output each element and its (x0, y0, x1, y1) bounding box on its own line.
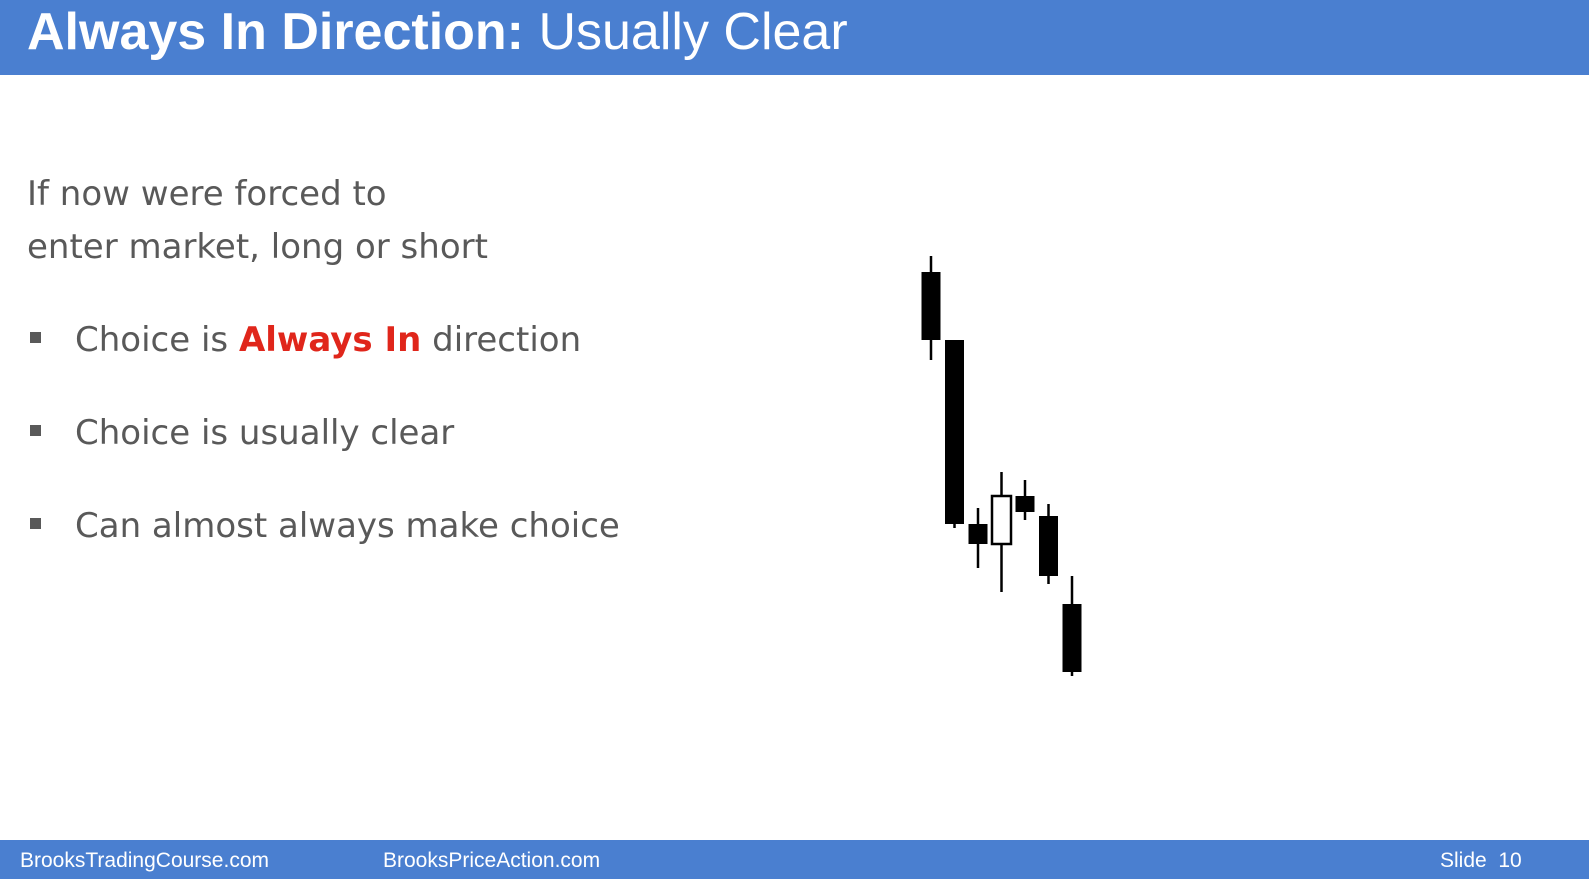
square-bullet-icon (30, 332, 41, 343)
candle-body (968, 524, 988, 544)
footer-site-price-action: BrooksPriceAction.com (383, 849, 601, 872)
title-rest: Usually Clear (538, 3, 848, 61)
slide-number: Slide 10 (1440, 849, 1522, 873)
candle-2 (945, 340, 964, 528)
candle-4 (990, 472, 1013, 592)
candle-body (1015, 496, 1035, 512)
candle-body (921, 272, 941, 340)
intro-line-2: enter market, long or short (27, 227, 488, 267)
title-bold: Always In Direction: (27, 3, 524, 61)
candle-body (1039, 516, 1058, 576)
candle-body (945, 340, 964, 524)
candle-6 (1039, 504, 1058, 584)
intro-text: If now were forced to enter market, long… (27, 168, 488, 274)
bullet-1-after: direction (432, 320, 582, 360)
candle-1 (921, 256, 941, 360)
bullet-make-choice: Can almost always make choice (30, 506, 620, 546)
bullet-usually-clear: Choice is usually clear (30, 413, 454, 453)
bullet-1-before: Choice is (75, 320, 229, 360)
candle-body (1062, 604, 1082, 672)
slide-label: Slide (1440, 849, 1487, 872)
slide-title: Always In Direction: Usually Clear (27, 2, 848, 62)
footer-bar (0, 840, 1589, 879)
slide-number-value: 10 (1498, 849, 1522, 872)
candle-7 (1062, 576, 1082, 676)
bullet-2-text: Choice is usually clear (75, 413, 455, 453)
candle-5 (1015, 480, 1035, 520)
bullet-always-in: Choice is Always In direction (30, 320, 581, 360)
footer-site-trading-course: BrooksTradingCourse.com (20, 849, 269, 872)
square-bullet-icon (30, 425, 41, 436)
square-bullet-icon (30, 518, 41, 529)
candle-body (990, 494, 1013, 546)
always-in-highlight: Always In (238, 320, 422, 360)
candle-3 (968, 508, 988, 568)
bullet-3-text: Can almost always make choice (75, 506, 620, 546)
intro-line-1: If now were forced to (27, 174, 387, 214)
title-bar (0, 0, 1589, 75)
